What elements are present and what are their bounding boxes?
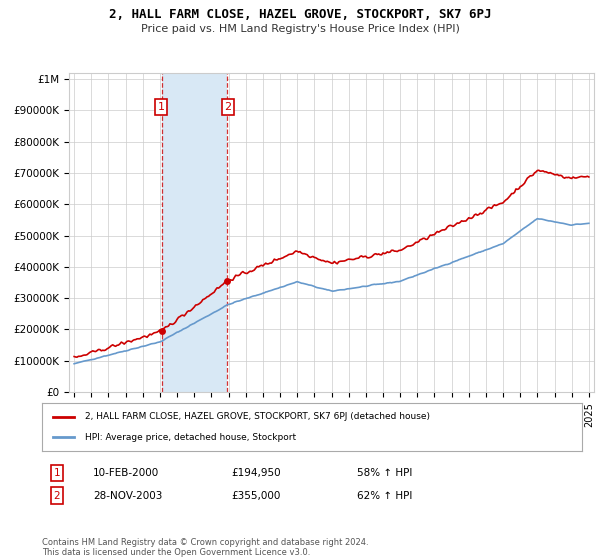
Text: Price paid vs. HM Land Registry's House Price Index (HPI): Price paid vs. HM Land Registry's House … [140, 24, 460, 34]
Text: £194,950: £194,950 [231, 468, 281, 478]
Text: 2: 2 [53, 491, 61, 501]
Text: 1: 1 [157, 102, 164, 112]
Text: £355,000: £355,000 [231, 491, 280, 501]
Text: 28-NOV-2003: 28-NOV-2003 [93, 491, 163, 501]
Text: 62% ↑ HPI: 62% ↑ HPI [357, 491, 412, 501]
Text: 1: 1 [53, 468, 61, 478]
Bar [162, 73, 227, 392]
Text: 2, HALL FARM CLOSE, HAZEL GROVE, STOCKPORT, SK7 6PJ: 2, HALL FARM CLOSE, HAZEL GROVE, STOCKPO… [109, 8, 491, 21]
Text: Contains HM Land Registry data © Crown copyright and database right 2024.
This d: Contains HM Land Registry data © Crown c… [42, 538, 368, 557]
Text: 2, HALL FARM CLOSE, HAZEL GROVE, STOCKPORT, SK7 6PJ (detached house): 2, HALL FARM CLOSE, HAZEL GROVE, STOCKPO… [85, 412, 430, 421]
Text: HPI: Average price, detached house, Stockport: HPI: Average price, detached house, Stoc… [85, 433, 296, 442]
Text: 10-FEB-2000: 10-FEB-2000 [93, 468, 159, 478]
Text: 2: 2 [224, 102, 232, 112]
Text: 58% ↑ HPI: 58% ↑ HPI [357, 468, 412, 478]
